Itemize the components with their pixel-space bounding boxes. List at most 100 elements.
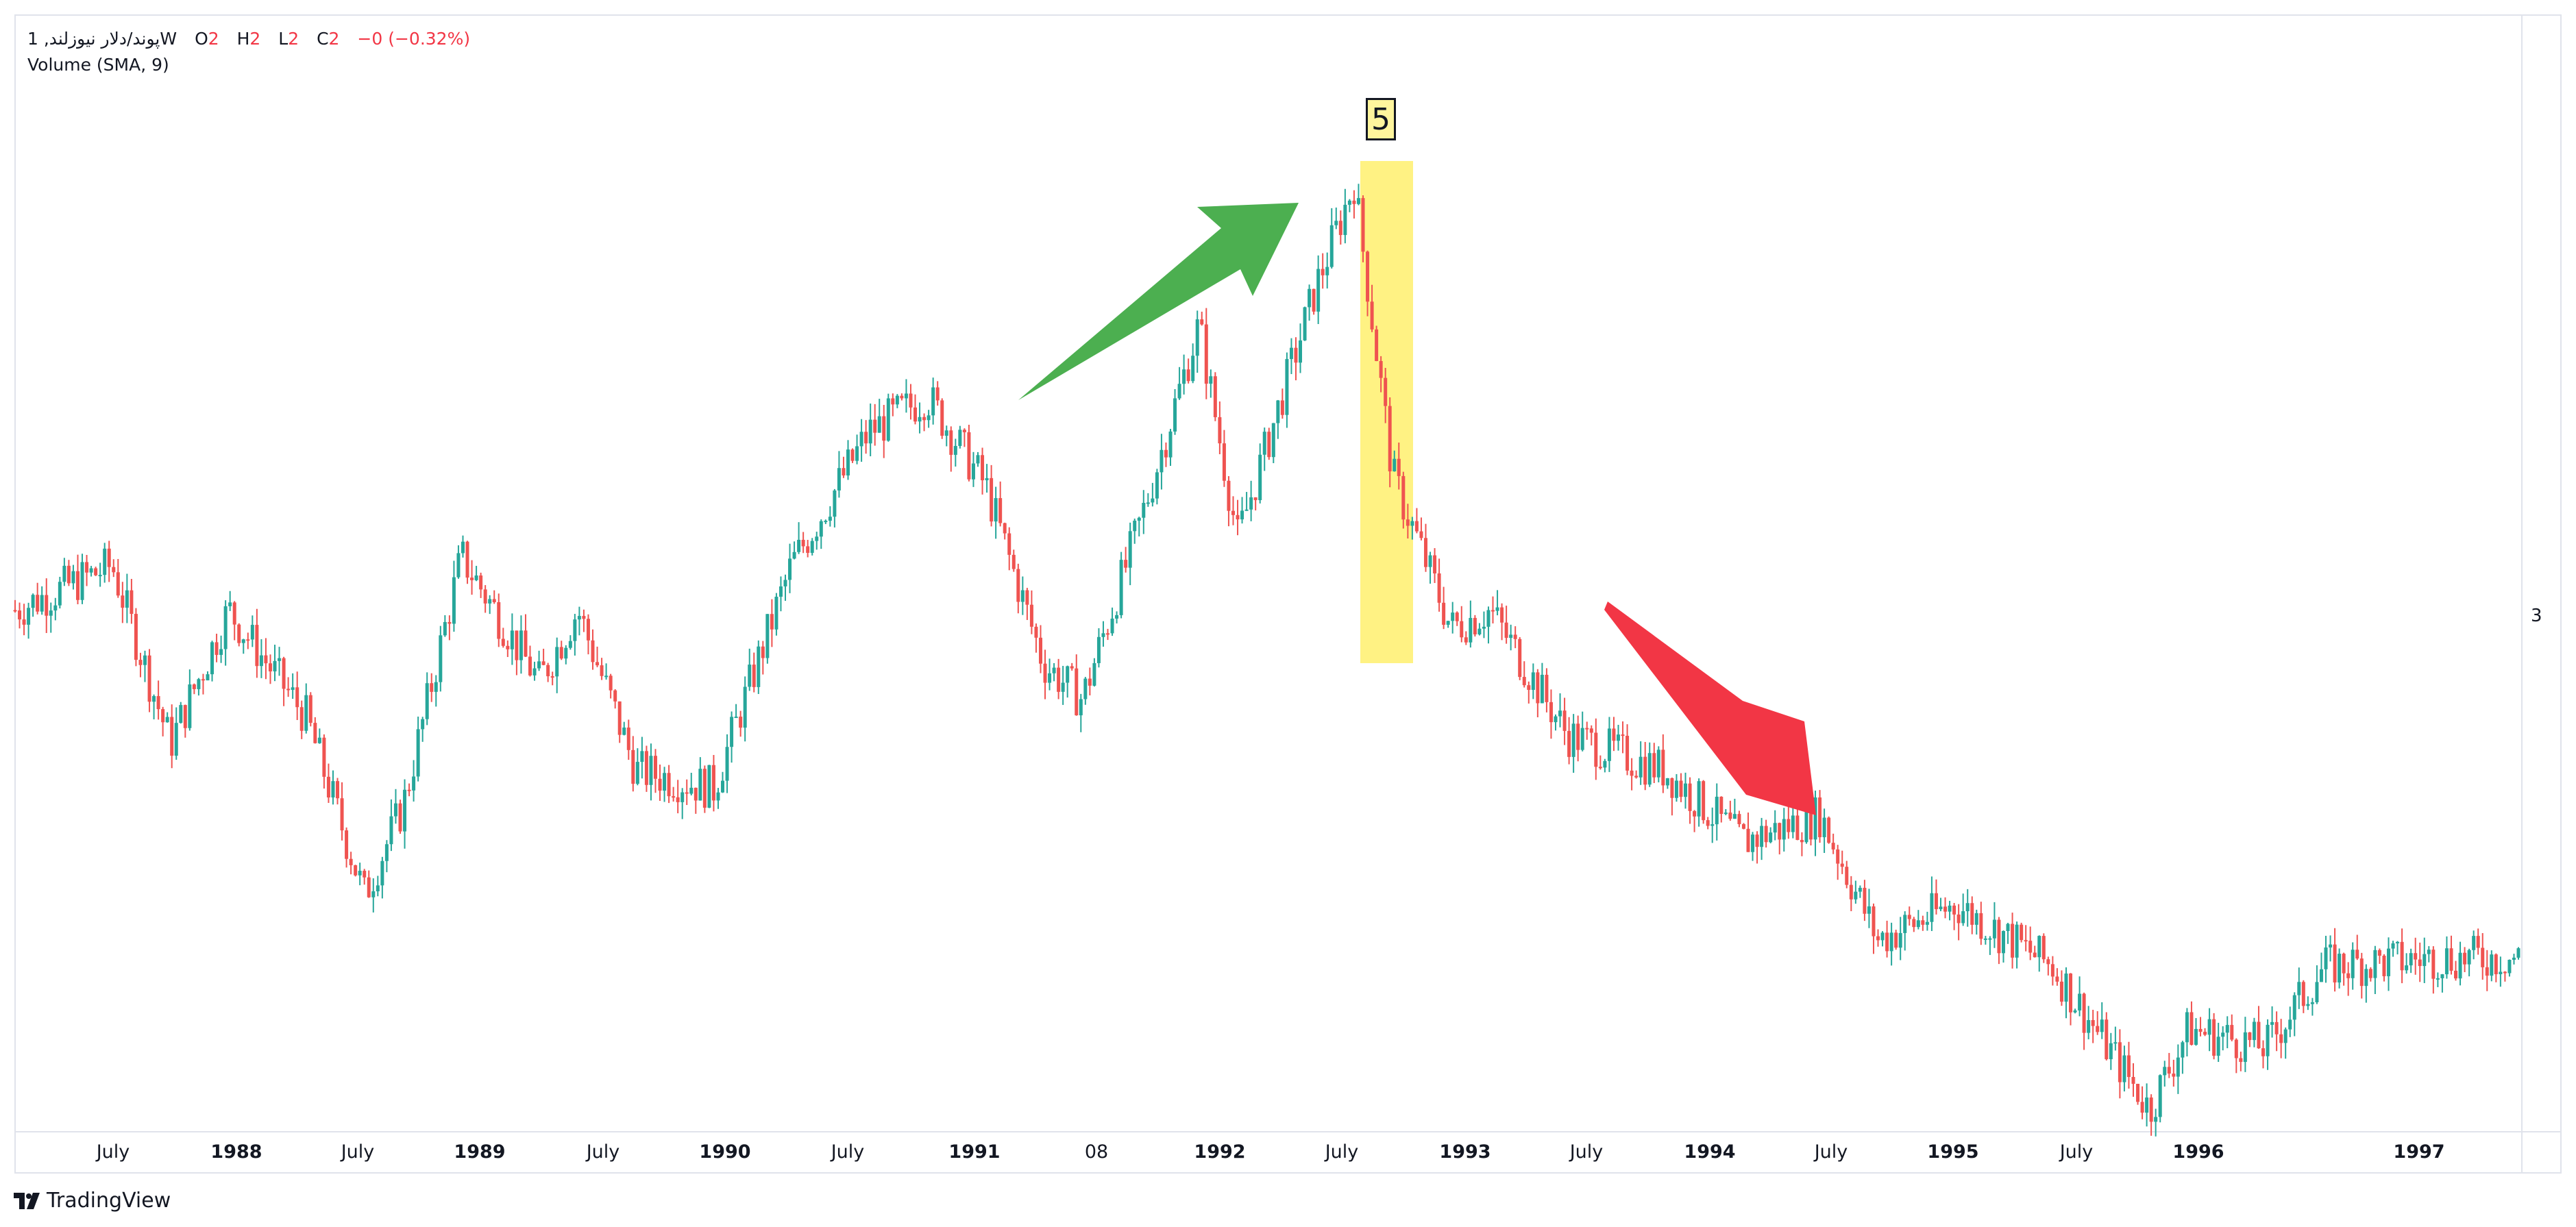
candle-body xyxy=(326,776,330,798)
candle-body xyxy=(1482,626,1486,629)
candle-body xyxy=(2239,1058,2243,1063)
candle-body xyxy=(250,625,254,640)
candle-body xyxy=(1375,329,1379,361)
candle-body xyxy=(609,676,613,691)
x-tick-label: 1997 xyxy=(2393,1141,2445,1163)
candle-body xyxy=(1285,359,1289,415)
candle-body xyxy=(1630,770,1634,776)
candle-body xyxy=(1329,225,1334,267)
candle-body xyxy=(613,690,617,702)
candle-body xyxy=(2499,971,2503,975)
candle-body xyxy=(949,430,953,455)
candle-body xyxy=(886,398,890,441)
change-value: −0 (−0.32%) xyxy=(357,29,471,49)
tradingview-watermark[interactable]: TradingView xyxy=(14,1189,171,1213)
x-tick-label: 1996 xyxy=(2172,1141,2224,1163)
candle-body xyxy=(730,717,734,747)
candle-body xyxy=(363,871,367,878)
candle-body xyxy=(336,781,340,799)
candle-body xyxy=(2055,976,2059,982)
candle-body xyxy=(663,773,667,791)
candle-body xyxy=(635,762,639,784)
candle-body xyxy=(2118,1042,2122,1082)
candle-body xyxy=(1513,634,1517,639)
candle-body xyxy=(1880,932,1885,941)
candle-body xyxy=(1849,884,1853,900)
candle-body xyxy=(801,539,805,547)
candle-body xyxy=(1460,621,1464,638)
candle-body xyxy=(1262,432,1266,455)
x-tick-label: July xyxy=(96,1141,130,1163)
candle-body xyxy=(403,789,407,832)
candle-body xyxy=(1442,602,1446,625)
candle-body xyxy=(1433,555,1437,573)
candle-body xyxy=(2078,993,2082,1011)
candle-body xyxy=(622,727,626,735)
candle-body xyxy=(716,792,720,801)
candle-body xyxy=(273,660,277,672)
candle-body xyxy=(197,679,201,689)
candle-body xyxy=(1338,221,1342,236)
tradingview-logo-icon xyxy=(14,1192,40,1209)
candle-body xyxy=(27,608,31,625)
symbol-name[interactable]: پوند/دلار نیوزلند, 1W xyxy=(27,29,177,49)
candle-body xyxy=(1656,749,1660,778)
candle-body xyxy=(1043,663,1047,683)
candle-body xyxy=(1907,915,1911,919)
candle-body xyxy=(2059,981,2063,1002)
candle-body xyxy=(470,578,474,580)
candle-body xyxy=(1952,905,1956,915)
candle-body xyxy=(1455,612,1459,621)
candle-body xyxy=(2266,1024,2270,1056)
candle-body xyxy=(506,645,510,649)
candle-body xyxy=(317,737,321,743)
volume-indicator-label[interactable]: Volume (SMA, 9) xyxy=(27,55,169,75)
x-tick-label: July xyxy=(341,1141,375,1163)
candlestick-series xyxy=(13,184,2520,1137)
candle-body xyxy=(2288,1019,2292,1030)
candle-body xyxy=(1334,221,1338,225)
candle-body xyxy=(1876,936,1880,941)
candle-body xyxy=(2122,1055,2126,1082)
candle-body xyxy=(2225,1025,2229,1033)
candle-body xyxy=(922,417,927,421)
candle-body xyxy=(1961,911,1965,924)
candle-body xyxy=(676,797,680,802)
candle-body xyxy=(913,407,918,422)
candle-body xyxy=(546,665,550,677)
candle-body xyxy=(1979,913,1983,939)
candle-body xyxy=(1061,682,1065,692)
candle-body xyxy=(640,751,644,763)
candle-body xyxy=(1110,618,1114,634)
candle-body xyxy=(380,860,384,886)
candle-body xyxy=(1124,560,1128,568)
candle-body xyxy=(1289,347,1293,360)
candle-body xyxy=(2149,1097,2153,1122)
candle-body xyxy=(1267,432,1271,458)
candle-body xyxy=(2359,958,2364,987)
candle-body xyxy=(971,463,975,480)
candle-body xyxy=(2476,936,2480,948)
candle-body xyxy=(143,655,147,665)
candle-body xyxy=(1607,728,1611,761)
candle-body xyxy=(1011,554,1016,569)
candle-body xyxy=(667,773,671,797)
candle-body xyxy=(1048,673,1052,683)
candle-body xyxy=(537,661,541,669)
candle-body xyxy=(461,541,465,554)
wave-label-5[interactable]: 5 xyxy=(1366,98,1396,140)
candle-body xyxy=(770,614,774,630)
candle-body xyxy=(1697,781,1701,817)
candle-body xyxy=(2046,959,2050,965)
candle-body xyxy=(2405,965,2409,971)
candle-body xyxy=(1437,573,1441,603)
low-value: 2 xyxy=(288,29,299,49)
candle-body xyxy=(519,630,523,660)
candle-body xyxy=(112,567,116,573)
candle-body xyxy=(927,415,931,421)
candle-body xyxy=(909,393,913,408)
candle-body xyxy=(264,655,268,664)
candle-body xyxy=(2185,1012,2189,1043)
candle-body xyxy=(846,449,850,475)
candle-body xyxy=(1527,685,1531,690)
